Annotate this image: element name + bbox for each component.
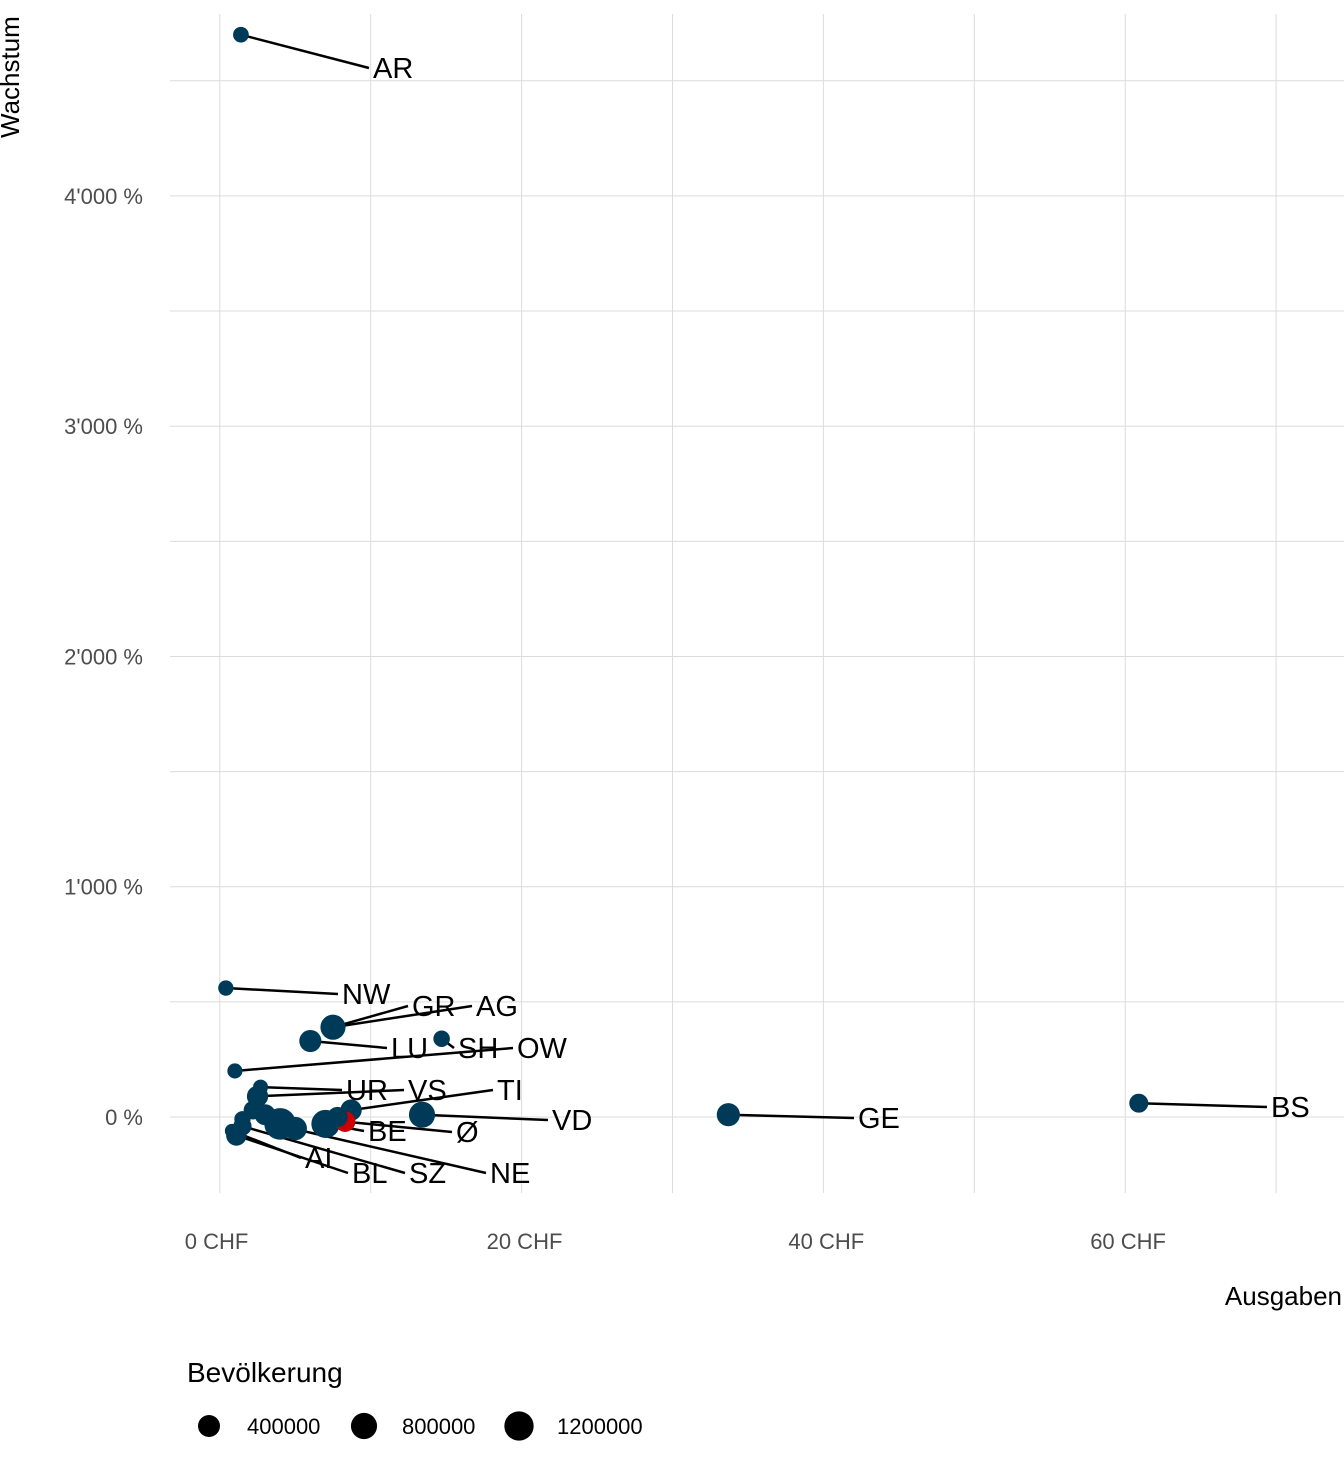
x-tick-label: 20 CHF xyxy=(487,1229,563,1254)
data-points xyxy=(218,26,1149,1146)
point-label: BS xyxy=(1271,1092,1310,1124)
label-connector xyxy=(1138,1101,1268,1109)
legend-key xyxy=(350,1412,378,1440)
data-point xyxy=(218,980,234,996)
legend-label: 800000 xyxy=(402,1414,475,1439)
point-label: VD xyxy=(552,1105,592,1137)
legend-key xyxy=(504,1411,534,1441)
label-connector xyxy=(260,1085,343,1092)
label-connector xyxy=(332,1004,409,1029)
y-tick-label: 2'000 % xyxy=(64,644,143,669)
data-point xyxy=(282,1119,302,1138)
label-connector xyxy=(310,1039,388,1050)
point-label: GR xyxy=(412,991,456,1023)
point-label: OW xyxy=(517,1033,568,1065)
x-tick-label: 0 CHF xyxy=(185,1229,249,1254)
y-tick-label: 3'000 % xyxy=(64,414,143,439)
data-point xyxy=(253,1079,269,1095)
legend-entries: 400000 800000 1200000 xyxy=(198,1411,643,1441)
data-point xyxy=(234,1111,251,1128)
data-point xyxy=(233,26,249,43)
legend-key xyxy=(198,1415,220,1437)
point-label: BE xyxy=(368,1116,407,1148)
point-label: TI xyxy=(497,1075,523,1107)
label-connector xyxy=(234,1046,514,1073)
point-label: GE xyxy=(858,1103,900,1135)
point-label: SZ xyxy=(409,1158,446,1190)
point-label: UR xyxy=(346,1075,388,1107)
data-point xyxy=(224,1123,239,1138)
point-label: Ø xyxy=(456,1117,479,1149)
legend: Bevölkerung 400000 800000 1200000 xyxy=(187,1357,643,1441)
point-label: AG xyxy=(476,991,518,1023)
point-label: BL xyxy=(352,1158,387,1190)
point-label: LU xyxy=(391,1033,428,1065)
point-label: AR xyxy=(373,53,413,85)
point-label: SH xyxy=(458,1033,498,1065)
y-axis-title: Wachstum xyxy=(0,16,25,138)
grid xyxy=(170,14,1344,1193)
label-connector xyxy=(344,1120,453,1134)
label-connector xyxy=(421,1113,549,1122)
point-label: NW xyxy=(342,979,391,1011)
y-tick-label: 1'000 % xyxy=(64,875,143,900)
label-connector xyxy=(257,1088,405,1098)
data-point xyxy=(716,1103,740,1127)
label-connector xyxy=(728,1113,855,1120)
label-connector xyxy=(225,986,339,996)
label-connector xyxy=(240,33,370,70)
y-tick-label: 0 % xyxy=(105,1105,143,1130)
label-connector xyxy=(332,1004,473,1029)
x-axis-title: Ausgaben xyxy=(1225,1281,1342,1311)
y-axis-ticks: 0 % 1'000 % 2'000 % 3'000 % 4'000 % xyxy=(64,184,143,1130)
data-point xyxy=(227,1063,243,1079)
data-point xyxy=(408,1101,436,1128)
legend-label: 1200000 xyxy=(557,1414,643,1439)
point-label: NE xyxy=(490,1158,530,1190)
x-axis-ticks: 0 CHF 20 CHF 40 CHF 60 CHF xyxy=(185,1229,1166,1254)
data-point xyxy=(433,1030,450,1047)
point-label: VS xyxy=(408,1075,447,1107)
legend-title: Bevölkerung xyxy=(187,1357,343,1388)
point-labels: AR NW GR AG LU SH OW UR VS TI VD GE BS BE Ø AI BL SZ NE xyxy=(305,53,1310,1190)
y-tick-label: 4'000 % xyxy=(64,184,143,209)
x-tick-label: 60 CHF xyxy=(1090,1229,1166,1254)
data-point xyxy=(327,1106,348,1128)
data-point xyxy=(299,1029,322,1053)
point-label: AI xyxy=(305,1143,332,1175)
label-connector xyxy=(350,1088,494,1112)
data-point xyxy=(323,1017,343,1037)
x-tick-label: 40 CHF xyxy=(788,1229,864,1254)
data-point xyxy=(1129,1093,1149,1113)
legend-label: 400000 xyxy=(247,1414,320,1439)
